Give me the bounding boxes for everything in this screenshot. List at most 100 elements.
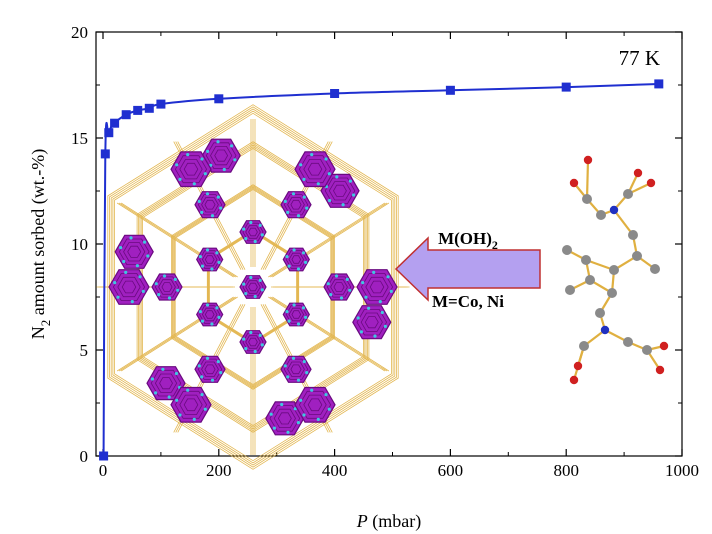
framework-atom	[249, 330, 253, 335]
framework-atom	[341, 203, 345, 207]
framework-atom	[129, 236, 133, 240]
framework-atom	[186, 388, 190, 392]
x-axis-title: P (mbar)	[356, 511, 421, 532]
framework-column-ring	[210, 145, 233, 166]
framework-channel-center	[239, 275, 267, 299]
framework-atom	[205, 248, 210, 252]
framework-atom	[175, 398, 179, 402]
oxygen-atom	[633, 168, 643, 178]
framework-atom	[304, 260, 308, 264]
framework-column-ring	[118, 238, 150, 266]
framework-column-ring	[183, 162, 199, 176]
framework-atom	[135, 264, 139, 268]
framework-atom	[122, 259, 126, 264]
framework-atom	[296, 322, 301, 326]
framework-channel-middle	[323, 273, 355, 301]
framework-atom	[386, 275, 390, 279]
framework-atom	[329, 293, 333, 297]
framework-column-ring	[277, 412, 292, 425]
framework-column-body	[356, 269, 398, 305]
framework-channel-inner	[196, 247, 224, 272]
framework-atom	[178, 177, 182, 181]
framework-atom	[200, 264, 205, 268]
framework-atom	[200, 393, 204, 397]
framework-atom	[216, 195, 220, 199]
framework-atom	[380, 310, 384, 315]
framework-column-ring	[291, 255, 302, 264]
framework-atom	[269, 412, 273, 416]
framework-column-ring	[199, 305, 221, 324]
framework-atom	[296, 214, 301, 218]
framework-column-ring	[248, 282, 258, 292]
carbon-atom	[562, 245, 572, 255]
framework-atom	[200, 375, 204, 379]
x-tick-label: 800	[553, 461, 579, 480]
framework-column-ring	[248, 337, 258, 347]
framework-atom	[359, 330, 363, 334]
oxygen-atom	[646, 178, 656, 188]
framework-column-ring	[242, 277, 264, 297]
data-point-marker	[214, 94, 224, 104]
framework-atom	[260, 233, 264, 237]
framework-atom	[356, 316, 360, 320]
carbon-atom	[581, 255, 591, 265]
framework-column-ring	[356, 308, 388, 336]
x-tick-label: 0	[99, 461, 108, 480]
oxygen-atom	[569, 375, 579, 385]
framework-column-body	[170, 386, 212, 423]
tick-labels: 0 200 400 600 800 1000 0 5 10 15 20	[71, 23, 699, 480]
framework-channel-middle	[280, 191, 312, 219]
framework-column-ring	[112, 273, 146, 301]
framework-column-ring	[285, 305, 307, 324]
y-tick-label: 10	[71, 235, 88, 254]
framework-atom	[124, 270, 128, 274]
framework-atom	[305, 206, 309, 210]
framework-atom	[113, 281, 117, 285]
framework-atom	[287, 319, 291, 323]
framework-atom	[215, 306, 219, 310]
framework-column-body	[239, 275, 267, 299]
framework-channel-outer	[114, 234, 154, 269]
framework-column-ring	[287, 361, 305, 377]
framework-atom	[324, 157, 328, 161]
framework-atom	[178, 413, 182, 417]
framework-channel-outer	[170, 386, 212, 423]
framework-column-ring	[303, 394, 327, 415]
data-point-marker	[156, 99, 166, 109]
framework-atom	[138, 275, 142, 279]
oxygen-atom	[573, 361, 583, 371]
framework-atom	[316, 417, 320, 421]
carbon-atom	[607, 288, 617, 298]
framework-atom	[302, 360, 306, 364]
linker-molecule-illustration	[562, 155, 669, 385]
framework-column-ring	[245, 225, 261, 239]
framework-atom	[216, 360, 220, 364]
carbon-atom	[595, 308, 605, 318]
framework-atom	[286, 375, 290, 379]
framework-atom	[200, 319, 205, 323]
framework-atom	[167, 296, 172, 300]
framework-atom	[299, 398, 303, 402]
framework-atom	[162, 274, 167, 278]
framework-atom	[210, 322, 214, 326]
framework-atom	[327, 198, 332, 203]
framework-column-ring	[201, 252, 218, 267]
framework-atom	[299, 163, 303, 167]
framework-column-ring	[201, 197, 219, 213]
framework-atom	[339, 296, 344, 300]
framework-column-body	[194, 191, 226, 219]
carbon-atom	[632, 251, 642, 261]
data-point-marker	[144, 103, 154, 113]
framework-channel-middle	[194, 191, 226, 219]
molecule-bond	[585, 159, 590, 200]
y-axis-title: N2 amount sorbed (wt.-%)	[28, 149, 53, 339]
data-point-marker	[330, 89, 340, 98]
framework-atom	[260, 343, 264, 347]
framework-atom	[316, 182, 320, 186]
framework-column-body	[280, 355, 312, 383]
framework-column-ring	[204, 310, 215, 319]
framework-column-ring	[298, 390, 332, 419]
framework-column-ring	[159, 377, 173, 390]
framework-column-ring	[174, 155, 208, 184]
carbon-atom	[582, 194, 592, 204]
